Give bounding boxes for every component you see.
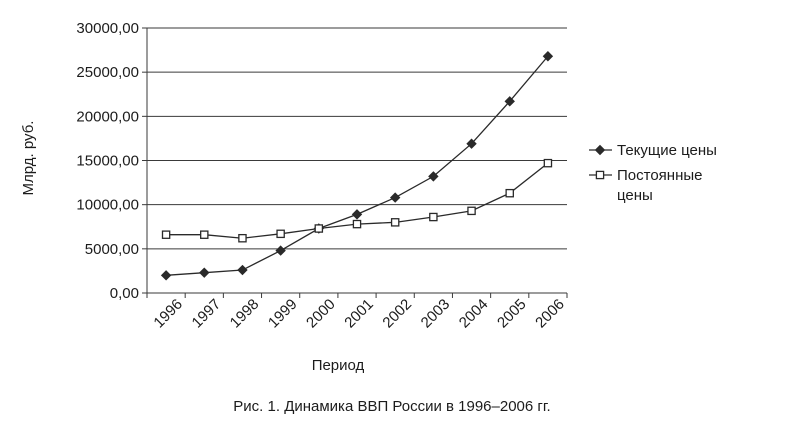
- y-tick-label: 15000,00: [76, 153, 139, 170]
- y-tick-label: 10000,00: [76, 197, 139, 214]
- data-point: [238, 233, 247, 243]
- data-point: [467, 206, 476, 216]
- x-tick-label: 1997: [189, 296, 225, 332]
- legend-marker: [594, 144, 606, 156]
- data-point: [543, 158, 553, 168]
- data-point: [200, 230, 209, 239]
- series-1: [160, 51, 554, 281]
- data-point: [390, 218, 400, 227]
- y-tick-label: 20000,00: [76, 108, 139, 125]
- data-point: [351, 209, 363, 220]
- gridlines: [147, 27, 567, 250]
- x-tick-label: 2005: [494, 296, 530, 332]
- data-point: [314, 224, 324, 233]
- series-2: [161, 158, 553, 243]
- y-tick-label: 25000,00: [76, 64, 139, 81]
- data-point: [276, 229, 285, 239]
- series: [160, 51, 554, 281]
- data-point: [429, 212, 438, 222]
- legend-item-1: Текущие цены: [589, 142, 717, 159]
- legend-label: Текущие цены: [617, 142, 717, 159]
- data-point: [542, 51, 554, 62]
- data-point: [160, 270, 172, 281]
- data-point: [237, 264, 248, 276]
- data-point: [504, 96, 515, 107]
- x-tick-label: 2002: [379, 296, 415, 332]
- data-point: [352, 219, 362, 229]
- series-line: [166, 55, 549, 276]
- y-axis-title: Млрд. руб.: [20, 121, 37, 196]
- y-tick-label: 30000,00: [76, 20, 139, 37]
- x-tick-label: 2006: [532, 296, 568, 332]
- legend: Текущие цены Постоянные цены: [589, 142, 717, 204]
- data-point: [389, 192, 401, 203]
- x-tick-label: 1996: [150, 296, 186, 332]
- data-point: [199, 267, 210, 278]
- x-tick-label: 1998: [227, 296, 263, 332]
- x-tick-labels: 1996 1997 1998 1999 2000 2001 2002 2003 2004 2005…: [150, 296, 567, 332]
- x-tick-label: 2004: [456, 296, 492, 332]
- y-tick-label: 0,00: [110, 285, 139, 302]
- x-axis-title: Период: [312, 357, 365, 374]
- legend-item-2: Постоянные цены: [589, 167, 702, 204]
- data-point: [275, 245, 286, 256]
- data-point: [428, 171, 439, 182]
- figure-caption: Рис. 1. Динамика ВВП России в 1996–2006 …: [233, 398, 550, 415]
- data-point: [505, 188, 514, 198]
- data-point: [161, 230, 171, 239]
- x-tick-label: 2001: [341, 296, 377, 332]
- x-tick-label: 1999: [265, 296, 301, 332]
- x-tick-label: 2000: [303, 296, 339, 332]
- data-point: [466, 138, 477, 149]
- legend-marker: [595, 170, 605, 180]
- y-tick-label: 5000,00: [85, 241, 139, 258]
- x-tick-label: 2003: [418, 296, 454, 332]
- y-tick-labels: 0,00 5000,00 10000,00 15000,00 20000,00 25000…: [76, 20, 139, 302]
- legend-label: Постоянные цены: [617, 167, 702, 204]
- axes: [142, 27, 568, 298]
